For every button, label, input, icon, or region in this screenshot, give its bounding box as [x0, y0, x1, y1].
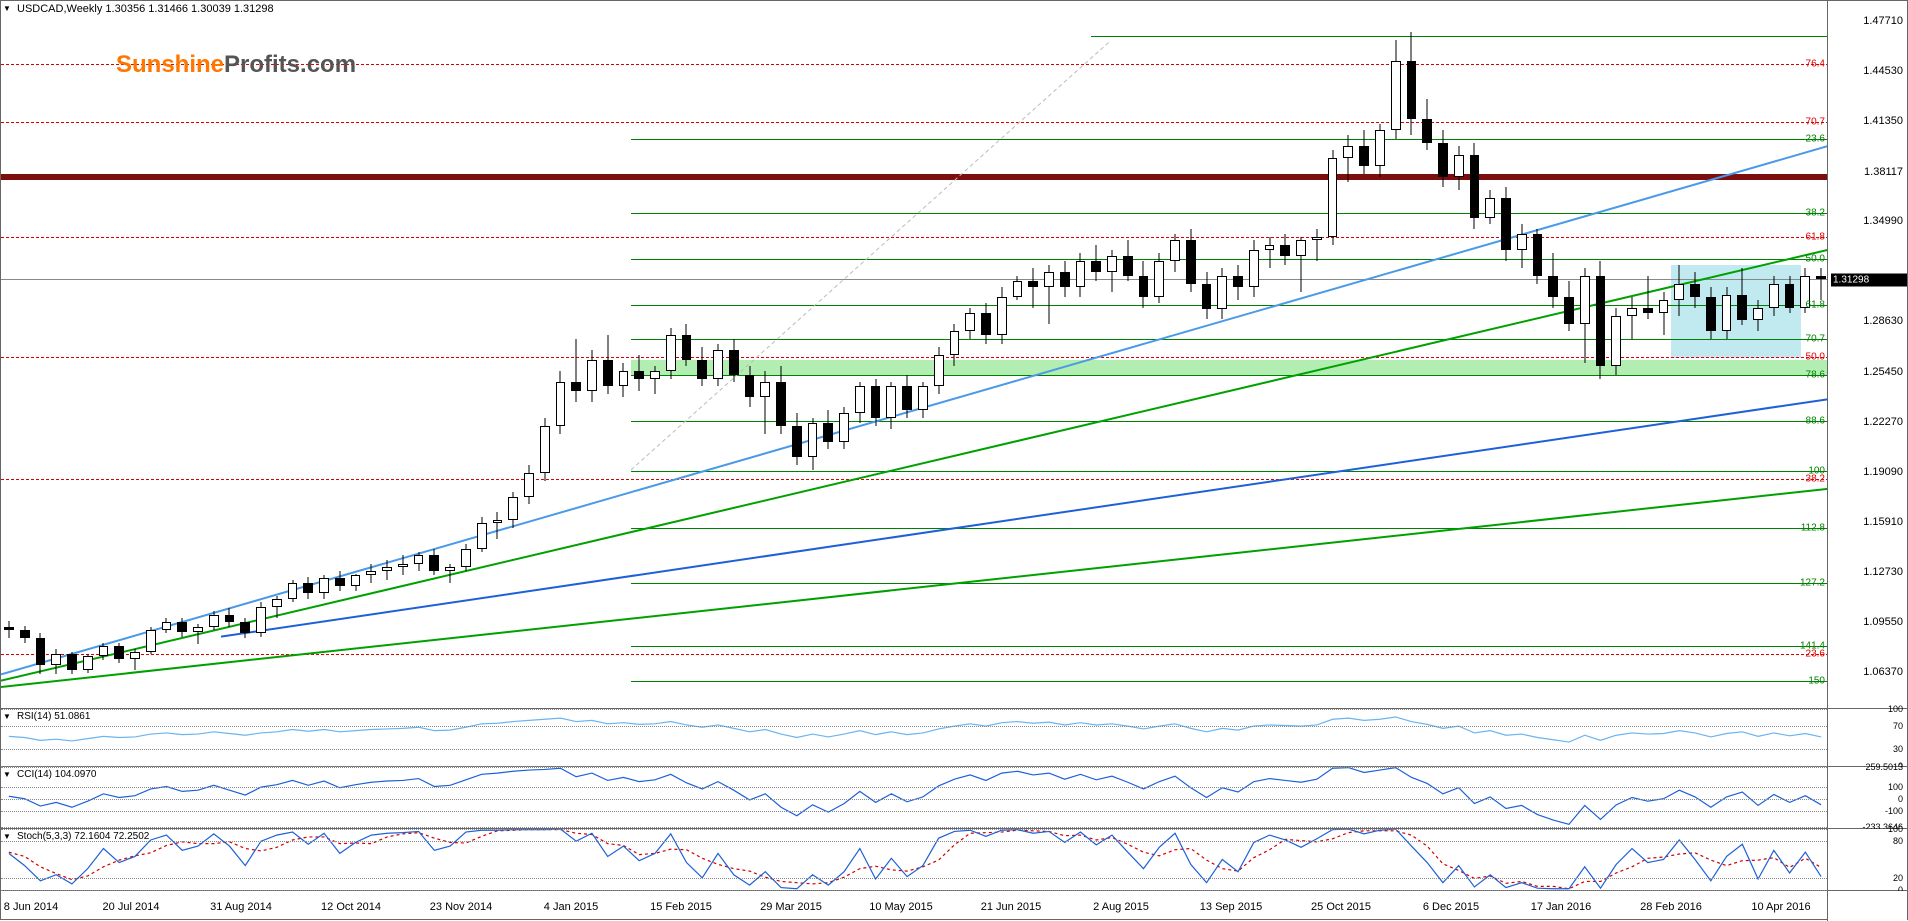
fib-label: 50.0: [1806, 351, 1825, 362]
indicator-tick: -100: [1885, 806, 1903, 816]
price-tick: 1.47710: [1863, 15, 1903, 27]
panel-expand-icon[interactable]: ▼: [3, 770, 11, 779]
fib-label: 70.7: [1806, 334, 1825, 345]
fib-label: 61.8: [1806, 299, 1825, 310]
fib-label: 70.7: [1806, 117, 1825, 128]
fib-label: 88.6: [1806, 416, 1825, 427]
xaxis-date: 17 Jan 2016: [1531, 901, 1592, 913]
indicator-tick: 259.5013: [1865, 762, 1903, 772]
fib-label: 150: [1808, 675, 1825, 686]
xaxis-date: 6 Dec 2015: [1423, 901, 1479, 913]
fib-label: 76.4: [1806, 58, 1825, 69]
xaxis-date: 23 Nov 2014: [430, 901, 492, 913]
rsi-label: RSI(14) 51.0861: [17, 711, 90, 722]
fib-label: 38.2: [1806, 474, 1825, 485]
indicator-tick: 100: [1888, 704, 1903, 714]
chart-title: USDCAD,Weekly 1.30356 1.31466 1.30039 1.…: [17, 3, 274, 15]
indicator-tick: 30: [1893, 744, 1903, 754]
indicator-tick: 100: [1888, 824, 1903, 834]
xaxis-date: 12 Oct 2014: [321, 901, 381, 913]
fib-label: 50.0: [1806, 254, 1825, 265]
watermark-part1: Sunshine: [116, 51, 224, 78]
xaxis-date: 4 Jan 2015: [544, 901, 598, 913]
fib-label: 78.6: [1806, 370, 1825, 381]
indicator-tick: 80: [1893, 836, 1903, 846]
stoch-panel[interactable]: ▼ Stoch(5,3,3) 72.1604 72.2502 10080200: [1, 829, 1907, 891]
chart-container: ▼ USDCAD,Weekly 1.30356 1.31466 1.30039 …: [0, 0, 1908, 920]
fib-label: 23.6: [1806, 648, 1825, 659]
price-tick: 1.28630: [1863, 315, 1903, 327]
price-yaxis: 1.47710 1.44530 1.41350 1.38117 1.34990 1.286…: [1827, 1, 1907, 708]
price-tick: 1.25450: [1863, 366, 1903, 378]
xaxis-date: 31 Aug 2014: [210, 901, 272, 913]
stoch-label: Stoch(5,3,3) 72.1604 72.2502: [17, 831, 149, 842]
xaxis-date: 25 Oct 2015: [1311, 901, 1371, 913]
fib-label: 23.6: [1806, 134, 1825, 145]
xaxis-date: 2 Aug 2015: [1093, 901, 1149, 913]
candle-layer: [1, 1, 1829, 709]
rsi-svg: [1, 709, 1829, 767]
indicator-tick: 70: [1893, 721, 1903, 731]
cci-yaxis: 259.50131000-100-233.3646: [1827, 767, 1907, 828]
price-tick: 1.09550: [1863, 616, 1903, 628]
xaxis-date: 28 Feb 2016: [1640, 901, 1702, 913]
xaxis-date: 20 Jul 2014: [103, 901, 160, 913]
indicator-tick: 0: [1898, 794, 1903, 804]
panel-expand-icon[interactable]: ▼: [3, 832, 11, 841]
price-tick: 1.22270: [1863, 416, 1903, 428]
price-tick: 1.38117: [1864, 166, 1903, 178]
fib-label: 112.8: [1801, 523, 1825, 534]
price-tick: 1.19090: [1863, 466, 1903, 478]
rsi-panel[interactable]: ▼ RSI(14) 51.0861 10070300: [1, 709, 1907, 767]
xaxis-date: 10 May 2015: [869, 901, 933, 913]
price-tick: 1.44530: [1863, 65, 1903, 77]
xaxis-corner: [1827, 891, 1907, 921]
price-tick: 1.12730: [1863, 566, 1903, 578]
cci-label: CCI(14) 104.0970: [17, 769, 97, 780]
watermark-part2: Profits.com: [224, 51, 356, 78]
current-price-flag: 1.31298: [1831, 273, 1907, 286]
xaxis-panel: 8 Jun 2014 20 Jul 2014 31 Aug 2014 12 Oct 2…: [1, 891, 1907, 921]
watermark: SunshineProfits.com: [116, 51, 356, 79]
panel-expand-icon[interactable]: ▼: [3, 4, 11, 13]
cci-panel[interactable]: ▼ CCI(14) 104.0970 259.50131000-100-233.…: [1, 767, 1907, 829]
price-tick: 1.15910: [1863, 516, 1903, 528]
xaxis-date: 15 Feb 2015: [650, 901, 712, 913]
xaxis-date: 8 Jun 2014: [4, 901, 58, 913]
fib-label: 127.2: [1800, 578, 1825, 589]
rsi-yaxis: 10070300: [1827, 709, 1907, 766]
xaxis-date: 29 Mar 2015: [760, 901, 822, 913]
price-tick: 1.41350: [1863, 115, 1903, 127]
fib-label: 61.8: [1806, 232, 1825, 243]
price-tick: 1.34990: [1863, 215, 1903, 227]
xaxis-date: 13 Sep 2015: [1200, 901, 1262, 913]
indicator-tick: 100: [1888, 782, 1903, 792]
indicator-tick: 20: [1893, 873, 1903, 883]
xaxis-date: 10 Apr 2016: [1751, 901, 1810, 913]
stoch-yaxis: 10080200: [1827, 829, 1907, 890]
stoch-svg: [1, 829, 1829, 891]
price-tick: 1.06370: [1863, 666, 1903, 678]
panel-expand-icon[interactable]: ▼: [3, 712, 11, 721]
main-price-panel[interactable]: ▼ USDCAD,Weekly 1.30356 1.31466 1.30039 …: [1, 1, 1907, 709]
xaxis-date: 21 Jun 2015: [981, 901, 1042, 913]
fib-label: 38.2: [1806, 208, 1825, 219]
